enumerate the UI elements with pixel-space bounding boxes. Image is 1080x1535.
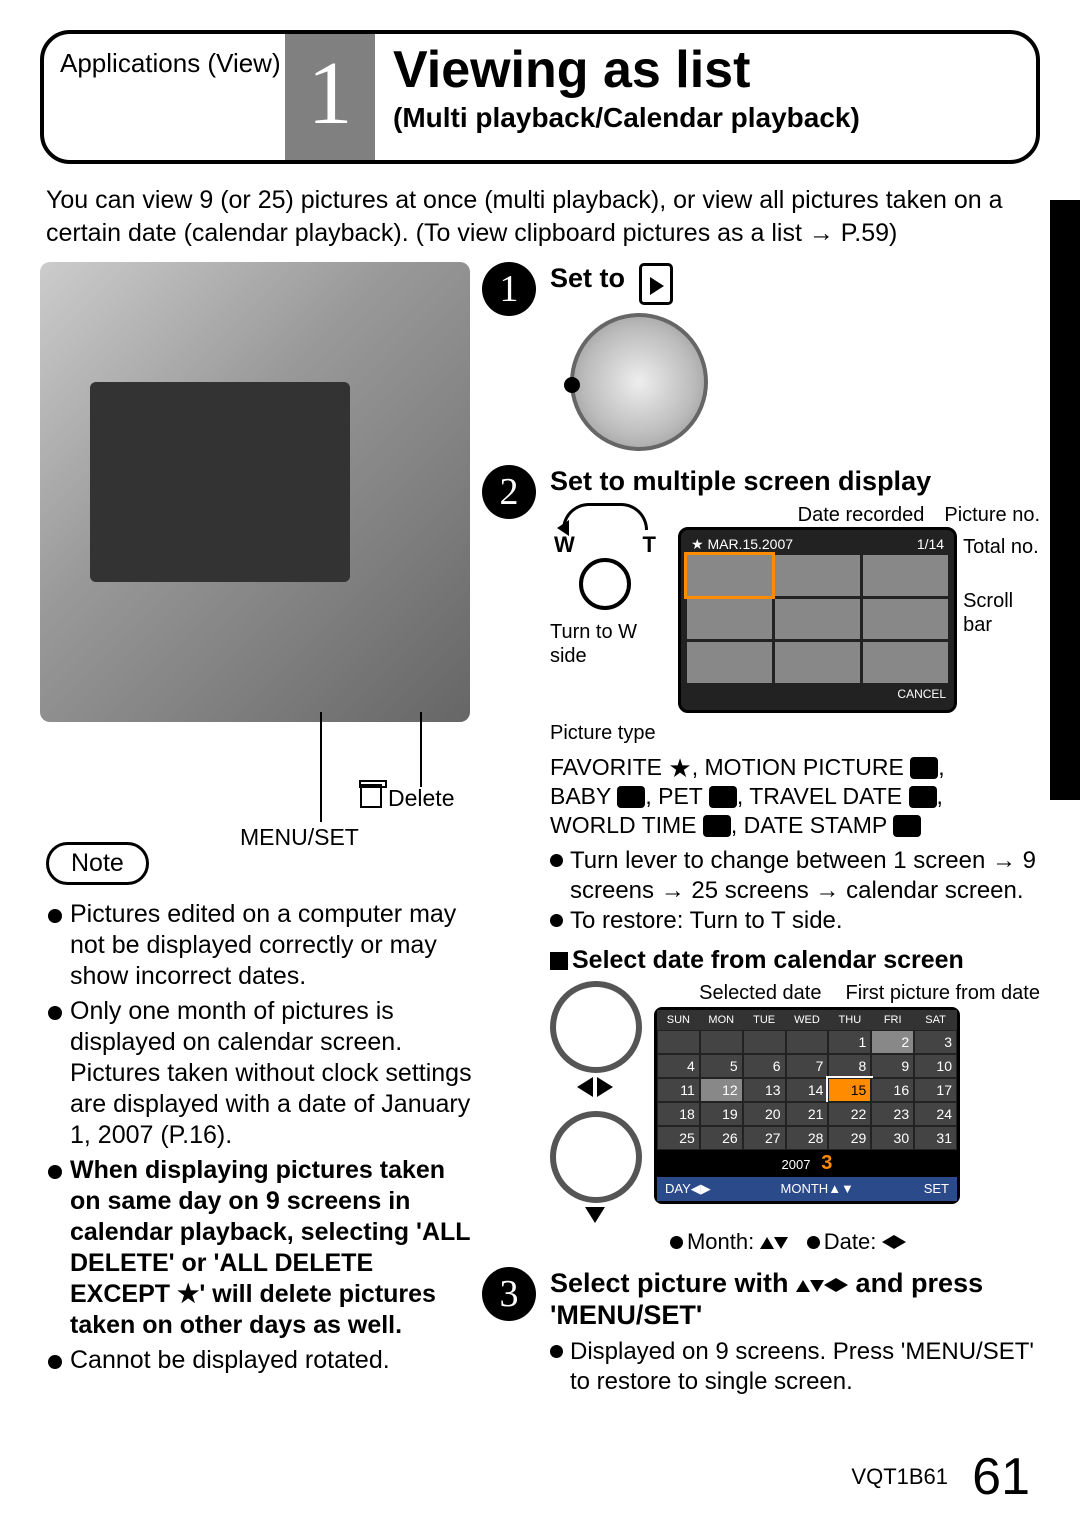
mode-dial-illustration xyxy=(570,313,708,451)
list-item: To restore: Turn to T side. xyxy=(550,906,1040,936)
page-footer: VQT1B61 61 xyxy=(851,1447,1030,1507)
playback-mode-icon xyxy=(639,263,673,305)
picture-type-label: Picture type xyxy=(550,721,1040,745)
header-card: Applications (View) 1 Viewing as list (M… xyxy=(40,30,1040,164)
note-item: When displaying pictures taken on same d… xyxy=(48,1155,472,1341)
step-3: 3 Select picture with and press 'MENU/SE… xyxy=(482,1267,1040,1397)
turn-instruction: Turn to W side xyxy=(550,620,660,668)
arrow-icon xyxy=(562,503,648,530)
picture-type-list: FAVORITE ★, MOTION PICTURE , BABY , PET … xyxy=(550,753,1040,840)
label-picture-no: Picture no. xyxy=(944,503,1040,527)
note-item: Cannot be displayed rotated. xyxy=(48,1345,472,1376)
step-2-badge: 2 xyxy=(482,465,536,519)
step-2: 2 Set to multiple screen display WT Turn… xyxy=(482,465,1040,1255)
list-item: Turn lever to change between 1 screen → … xyxy=(550,846,1040,906)
travel-date-icon xyxy=(909,786,937,808)
label-first-picture: First picture from date xyxy=(845,981,1040,1005)
camera-illustration xyxy=(40,262,470,722)
calendar-subheading: Select date from calendar screen xyxy=(550,946,1040,975)
trash-icon xyxy=(360,784,382,808)
intro-text: You can view 9 (or 25) pictures at once … xyxy=(46,184,1034,250)
category-label: Applications (View) xyxy=(44,34,285,160)
label-scroll-bar: Scroll bar xyxy=(963,589,1040,637)
baby-icon xyxy=(617,786,645,808)
calendar-screen: SUNMONTUEWEDTHUFRISAT 123 45678910 11121… xyxy=(654,1007,960,1204)
calendar-key: Month: Date: xyxy=(670,1229,1040,1255)
label-total-no: Total no. xyxy=(963,535,1040,559)
delete-label: Delete xyxy=(360,784,454,812)
star-icon: ★ xyxy=(668,758,691,778)
zoom-lever: WT Turn to W side xyxy=(550,503,660,713)
step-1-badge: 1 xyxy=(482,262,536,316)
step-1: 1 Set to xyxy=(482,262,1040,465)
page-subtitle: (Multi playback/Calendar playback) xyxy=(393,102,1036,134)
menuset-label: MENU/SET xyxy=(240,824,359,851)
square-bullet-icon xyxy=(550,952,568,970)
date-stamp-icon xyxy=(893,815,921,837)
label-selected-date: Selected date xyxy=(699,981,821,1005)
category-text: Applications (View) xyxy=(60,48,281,78)
note-list: Pictures edited on a computer may not be… xyxy=(40,899,472,1376)
page-number: 61 xyxy=(972,1448,1030,1506)
note-item: Pictures edited on a computer may not be… xyxy=(48,899,472,992)
section-number: 1 xyxy=(308,49,353,139)
pet-icon xyxy=(709,786,737,808)
page-title: Viewing as list xyxy=(393,44,1036,96)
multi-playback-screen: ★ MAR.15.20071/14 CANCEL xyxy=(678,527,957,713)
control-pad-illustration xyxy=(550,981,640,1223)
label-date-recorded: Date recorded xyxy=(798,503,925,527)
pointer-menuset xyxy=(320,712,322,822)
step-2-title: Set to multiple screen display xyxy=(550,465,1040,497)
doc-id: VQT1B61 xyxy=(851,1464,948,1489)
step-2-notes: Turn lever to change between 1 screen → … xyxy=(550,846,1040,936)
section-side-tab xyxy=(1050,200,1080,800)
step-3-title: Select picture with and press 'MENU/SET' xyxy=(550,1267,1040,1331)
step-3-badge: 3 xyxy=(482,1267,536,1321)
section-number-badge: 1 xyxy=(285,34,375,160)
world-time-icon xyxy=(703,815,731,837)
step-3-notes: Displayed on 9 screens. Press 'MENU/SET'… xyxy=(550,1337,1040,1397)
motion-picture-icon xyxy=(910,757,938,779)
note-heading: Note xyxy=(46,842,149,885)
step-1-title: Set to xyxy=(550,262,1040,305)
pointer-delete xyxy=(420,712,422,787)
note-item: Only one month of pictures is displayed … xyxy=(48,996,472,1151)
list-item: Displayed on 9 screens. Press 'MENU/SET'… xyxy=(550,1337,1040,1397)
